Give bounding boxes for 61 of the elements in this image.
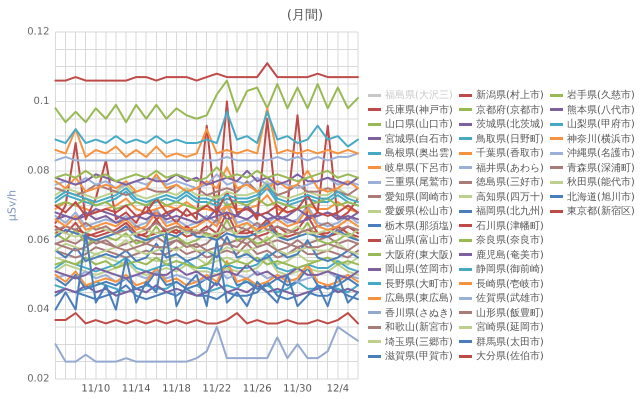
legend-label: 富山県(富山市) xyxy=(385,234,453,248)
legend-label: 東京都(新宿区) xyxy=(567,204,635,218)
legend-label: 愛媛県(松山市) xyxy=(385,204,453,218)
legend-label: 青森県(深浦町) xyxy=(567,162,635,175)
x-tick-label: 11/18 xyxy=(162,384,191,395)
legend-label: 長崎県(壱岐市) xyxy=(476,278,544,291)
legend-label: 香川県(さぬき) xyxy=(385,306,453,320)
legend-label: 長野県(大町市) xyxy=(385,278,453,291)
legend-label: 佐賀県(武雄市) xyxy=(476,292,544,306)
legend-label: 徳島県(三好市) xyxy=(476,176,544,190)
x-tick-label: 12/4 xyxy=(326,384,350,395)
legend-label: 福井県(あわら) xyxy=(476,162,544,175)
legend-label: 奈良県(奈良市) xyxy=(476,234,544,248)
legend-label: 滋賀県(甲賀市) xyxy=(385,350,453,364)
legend-label: 茨城県(北茨城) xyxy=(476,118,544,132)
y-tick-label: 0.1 xyxy=(34,96,50,107)
chart-title: (月間) xyxy=(286,7,324,24)
y-axis-title: μSv/h xyxy=(5,190,18,222)
y-tick-label: 0.12 xyxy=(27,26,50,38)
x-tick-label: 11/14 xyxy=(122,384,151,395)
x-tick-label: 11/26 xyxy=(242,384,272,395)
legend-label: 大阪府(東大阪) xyxy=(385,248,453,262)
legend-label: 静岡県(御前崎) xyxy=(476,262,544,276)
legend-label: 神奈川(横浜市) xyxy=(567,132,635,146)
legend-label: 鹿児島(奄美市) xyxy=(476,248,544,262)
legend-label: 熊本県(八代市) xyxy=(567,104,635,117)
y-tick-label: 0.02 xyxy=(27,374,50,385)
legend-label: 山形県(飯豊町) xyxy=(476,306,544,320)
x-tick-label: 11/10 xyxy=(81,384,110,395)
legend-label: 愛知県(岡崎市) xyxy=(385,190,453,204)
legend-label: 石川県(津幡町) xyxy=(476,220,544,233)
legend-label: 京都府(京都市) xyxy=(476,104,544,117)
legend-label: 埼玉県(三郷市) xyxy=(385,336,453,349)
x-tick-label: 11/22 xyxy=(202,384,232,395)
legend-label: 鳥取県(日野町) xyxy=(476,132,544,146)
x-tick-label: 11/30 xyxy=(283,384,312,395)
y-tick-label: 0.06 xyxy=(27,234,50,246)
legend-label: 和歌山(新宮市) xyxy=(385,320,453,334)
legend-label: 島根県(奥出雲) xyxy=(385,146,453,160)
legend-label: 山口県(山口市) xyxy=(385,118,453,132)
legend-label: 岩手県(久慈市) xyxy=(567,88,635,102)
legend-label: 沖縄県(名護市) xyxy=(567,146,635,160)
y-tick-label: 0.08 xyxy=(27,165,50,176)
legend-label: 大分県(佐伯市) xyxy=(476,350,544,364)
legend-label: 宮城県(白石市) xyxy=(385,132,453,146)
legend-label: 千葉県(香取市) xyxy=(476,146,544,160)
legend-label: 高知県(四万十) xyxy=(476,190,544,204)
legend-label: 岐阜県(下呂市) xyxy=(385,162,453,175)
legend-label: 栃木県(那須塩) xyxy=(385,220,453,233)
legend-label: 山梨県(甲府市) xyxy=(567,118,635,132)
y-tick-label: 0.04 xyxy=(27,304,50,316)
legend-label: 兵庫県(神戸市) xyxy=(385,104,453,117)
legend-label: 秋田県(能代市) xyxy=(567,176,635,190)
legend-label: 岡山県(笠岡市) xyxy=(385,262,453,276)
legend-label: 広島県(東広島) xyxy=(385,292,453,306)
legend-label: 宮崎県(延岡市) xyxy=(476,320,544,334)
legend-label: 新潟県(村上市) xyxy=(476,88,544,102)
legend-label: 北海道(旭川市) xyxy=(567,190,635,204)
legend-label: 福岡県(北九州) xyxy=(476,204,544,218)
legend-label: 群馬県(太田市) xyxy=(476,336,544,349)
legend-label: 三重県(尾鷲市) xyxy=(385,176,453,190)
